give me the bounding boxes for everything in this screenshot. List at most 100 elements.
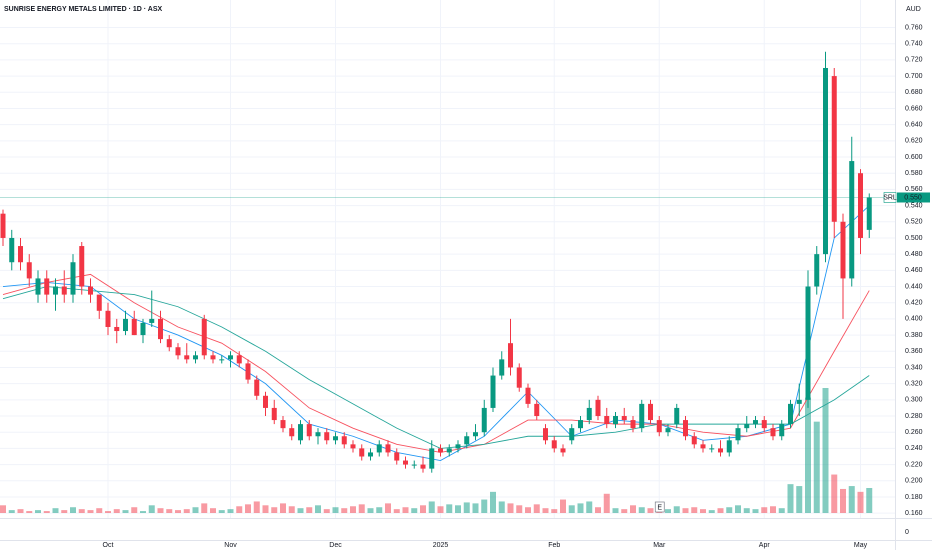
candle-body [586, 407, 592, 421]
volume-bar [52, 508, 59, 513]
volume-bar [323, 509, 330, 513]
volume-bar [428, 501, 435, 513]
volume-bar [778, 508, 785, 513]
candle-body [9, 237, 15, 263]
volume-bar [148, 505, 155, 513]
volume-bar [122, 510, 129, 513]
volume-bar [770, 506, 776, 513]
candle-body [455, 444, 461, 449]
volume-bar [542, 508, 549, 513]
y-tick-label: 0.300 [905, 397, 923, 404]
y-tick-label: 0.200 [905, 478, 923, 485]
volume-bar [568, 505, 575, 513]
y-tick-label: 0.400 [905, 316, 923, 323]
x-tick-label: May [854, 542, 868, 549]
y-tick-label: 0.160 [905, 510, 923, 517]
volume-bar [682, 508, 689, 513]
candle-body [438, 448, 443, 453]
volume-bar [175, 510, 181, 513]
volume-bar [70, 507, 76, 513]
volume-bar [761, 507, 768, 513]
y-tick-label: 0.680 [905, 89, 923, 96]
y-tick-label: 0.180 [905, 494, 923, 501]
volume-bar [472, 503, 479, 513]
chart-title: SUNRISE ENERGY METALS LIMITED · 1D · ASX [4, 6, 162, 13]
candle-body [166, 339, 172, 348]
y-tick-label: 0.280 [905, 413, 923, 420]
volume-bar [87, 510, 94, 513]
y-tick-label: 0.220 [905, 461, 923, 468]
volume-bar [43, 511, 50, 513]
volume-bar [166, 509, 173, 513]
volume-bar [700, 509, 706, 513]
volume-bar [621, 509, 628, 513]
x-tick-label: Apr [759, 542, 771, 549]
volume-bar [691, 507, 698, 513]
candle-body [254, 379, 260, 396]
volume-bar [385, 503, 391, 513]
candle-body [403, 460, 408, 465]
candle-body [551, 440, 557, 449]
candle-body [569, 428, 575, 441]
volume-bar [26, 511, 33, 513]
volume-bar [498, 501, 505, 513]
volume-bar [8, 510, 15, 513]
candle-body [149, 318, 155, 323]
volume-bar [210, 508, 216, 513]
price-label: 0.550 [904, 194, 922, 201]
y-tick-label: 0.380 [905, 332, 923, 339]
volume-bar [813, 421, 820, 513]
volume-bar [358, 504, 365, 513]
candle-body [201, 318, 207, 356]
lower-pane-label: 0 [905, 529, 909, 536]
candle-body [648, 403, 653, 421]
candle-body [298, 424, 303, 441]
volume-bar [262, 505, 269, 513]
volume-bar [595, 507, 601, 513]
candle-body [595, 399, 601, 417]
candle-body [429, 448, 435, 469]
volume-bar [630, 505, 636, 513]
y-tick-label: 0.460 [905, 267, 923, 274]
candle-body [823, 67, 828, 255]
volume-bar [227, 509, 234, 513]
y-tick-label: 0.640 [905, 121, 923, 128]
volume-bar [481, 499, 488, 513]
y-tick-label: 0.480 [905, 251, 923, 258]
volume-bar [376, 507, 383, 513]
candle-body [840, 221, 846, 279]
volume-bar [665, 509, 671, 513]
volume-bar [411, 508, 418, 513]
earnings-marker: E [657, 504, 662, 511]
candle-body [726, 440, 732, 453]
candle-body [700, 444, 706, 449]
candle-body [718, 448, 723, 453]
candle-body [26, 262, 32, 279]
volume-bar [367, 508, 374, 513]
volume-bar [866, 488, 873, 513]
y-tick-label: 0.600 [905, 154, 923, 161]
volume-bar [192, 507, 199, 513]
volume-bar [743, 508, 750, 513]
volume-bar [341, 508, 348, 513]
candle-body [858, 173, 863, 238]
volume-bar [787, 484, 794, 513]
candle-body [61, 286, 67, 295]
volume-bar [0, 505, 6, 513]
x-tick-label: Nov [224, 542, 237, 549]
candle-body [210, 355, 216, 360]
candle-body [44, 278, 50, 295]
candle-body [376, 444, 382, 453]
candle-body [263, 395, 268, 408]
volume-bar [183, 509, 190, 513]
candle-body [0, 213, 6, 238]
currency: AUD [906, 6, 921, 13]
volume-bar [201, 503, 208, 513]
volume-bar [717, 508, 724, 513]
volume-bar [805, 397, 811, 513]
candle-body [508, 343, 513, 368]
candle-body [744, 424, 750, 429]
candle-body [131, 318, 137, 336]
candle-body [446, 448, 452, 453]
candle-body [481, 407, 487, 433]
